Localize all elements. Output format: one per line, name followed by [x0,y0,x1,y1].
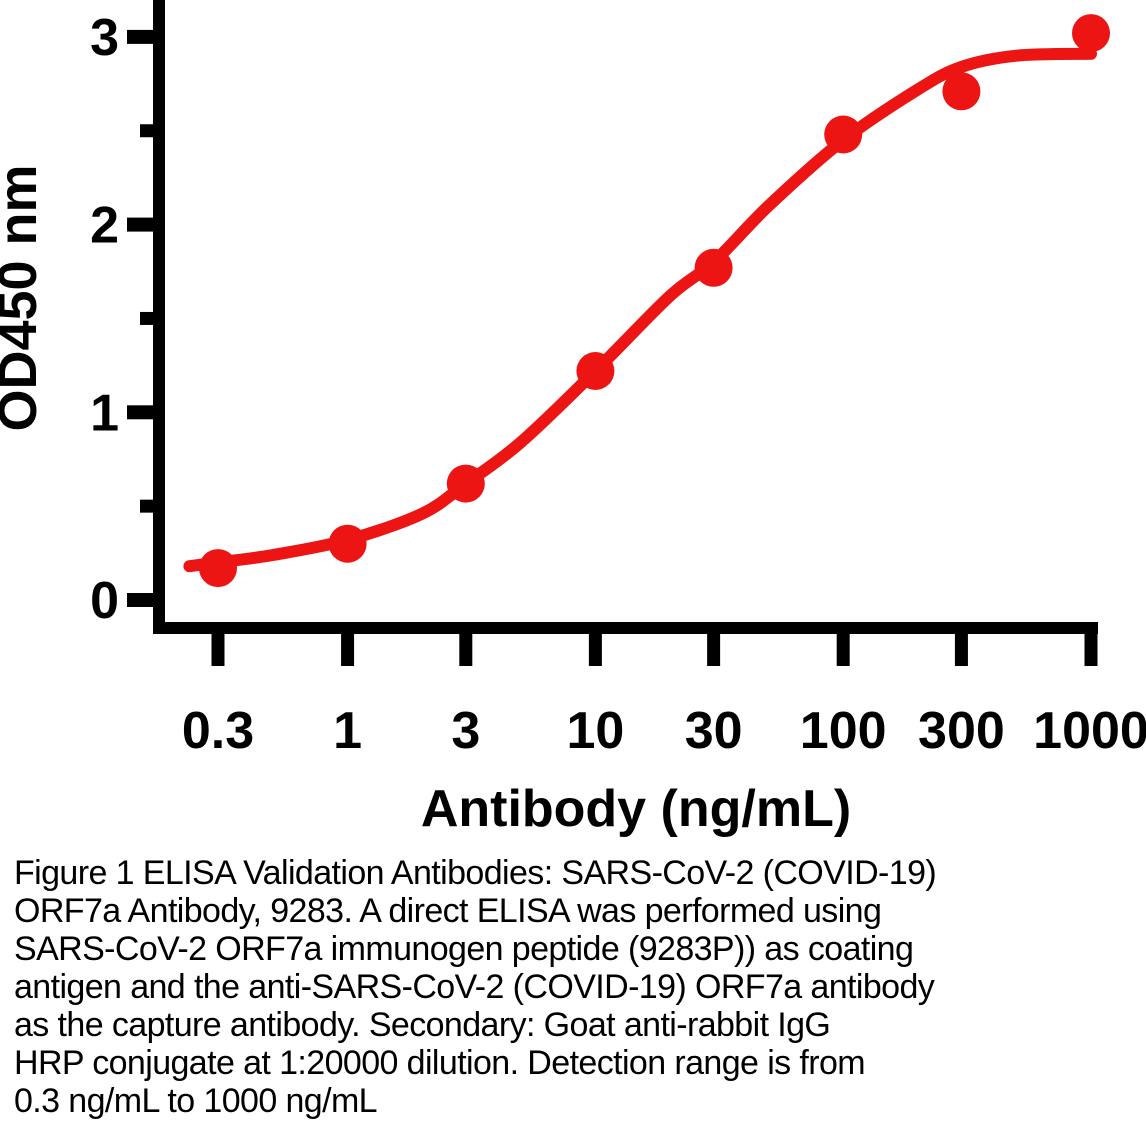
y-major-tick [127,217,153,232]
y-axis-title: OD450 nm [0,164,48,431]
x-tick-label: 30 [685,702,743,760]
data-point [694,248,733,287]
y-major-tick [127,405,153,420]
caption-line: antigen and the anti-SARS-CoV-2 (COVID-1… [14,968,935,1006]
figure-caption: Figure 1 ELISA Validation Antibodies: SA… [14,854,1140,1120]
caption-line: ORF7a Antibody, 9283. A direct ELISA was… [14,892,882,930]
y-axis-ticks: 0 1 2 3 [90,9,153,630]
x-tick [1084,633,1098,666]
y-major-tick [127,29,153,44]
data-point [446,464,485,503]
data-point [942,72,981,111]
caption-line: HRP conjugate at 1:20000 dilution. Detec… [14,1044,866,1082]
x-axis-ticks: 0.3 1 3 10 30 100 300 1000 [182,633,1146,760]
x-axis-line [153,622,1098,634]
x-axis-title: Antibody (ng/mL) [421,780,851,838]
data-point [824,115,863,154]
x-tick [588,633,602,666]
x-tick [707,633,721,666]
caption-line: as the capture antibody. Secondary: Goat… [14,1006,831,1044]
y-axis-line [153,0,165,633]
elisa-chart: 0 1 2 3 0.3 1 3 10 30 100 300 1000 OD450 nm Antibo… [0,0,1146,838]
x-tick [459,633,473,666]
caption-line: 0.3 ng/mL to 1000 ng/mL [14,1082,378,1120]
x-tick [341,633,355,666]
x-tick [211,633,225,666]
caption-line: Figure 1 ELISA Validation Antibodies: SA… [14,854,937,892]
x-tick [836,633,850,666]
x-tick-label: 10 [566,702,624,760]
fit-curve [183,47,1097,573]
data-series [183,14,1110,588]
y-major-tick [127,593,153,607]
y-tick-label: 1 [90,384,119,442]
x-tick-label: 0.3 [182,702,254,760]
x-tick-label: 300 [918,702,1005,760]
y-minor-tick [140,311,153,325]
y-minor-tick [140,499,153,513]
y-minor-tick [140,124,153,138]
y-tick-label: 2 [90,197,119,255]
y-tick-label: 0 [90,572,119,630]
data-point [1072,14,1110,53]
x-tick [954,633,968,666]
x-tick-label: 1000 [1033,702,1146,760]
x-tick-label: 1 [333,702,362,760]
x-tick-label: 100 [800,702,887,760]
data-point [576,352,615,390]
data-point [328,524,367,563]
x-tick-label: 3 [451,702,480,760]
caption-line: SARS-CoV-2 ORF7a immunogen peptide (9283… [14,930,914,968]
data-point [199,549,237,588]
y-tick-label: 3 [90,9,119,67]
